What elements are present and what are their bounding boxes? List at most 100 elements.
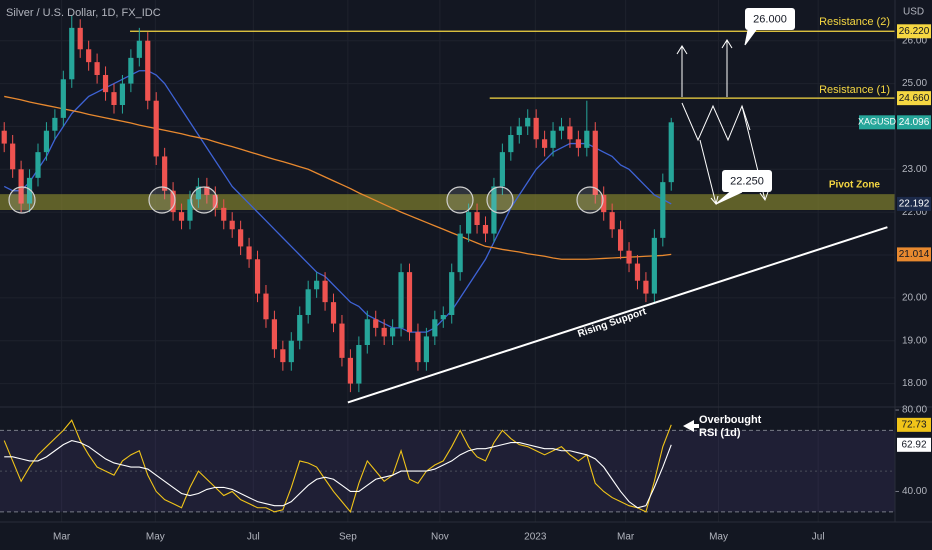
- candle-body: [643, 280, 649, 294]
- touch-circle: [148, 186, 176, 214]
- candle-body: [373, 319, 379, 328]
- callout-pointer: [744, 29, 757, 46]
- candle-body: [347, 357, 354, 384]
- rsi-tag-box: [897, 417, 931, 432]
- rsi-tick-label: 40.00: [902, 486, 927, 497]
- y-tick-label: 23.00: [902, 164, 927, 175]
- candle-body: [314, 280, 320, 290]
- candle-body: [229, 220, 235, 230]
- candle-body: [617, 229, 624, 251]
- x-tick-label: 2023: [524, 532, 547, 543]
- candle-body: [525, 117, 531, 127]
- symbol: XAGUSD: [858, 117, 897, 127]
- candle-body: [145, 40, 151, 101]
- y-tick-label: 22.00: [902, 207, 927, 218]
- y-tick-label: 26.00: [902, 35, 927, 46]
- candle-body: [119, 83, 126, 105]
- candle-body: [280, 349, 286, 363]
- rsi-label: RSI (1d): [699, 427, 741, 439]
- candle-body: [440, 315, 446, 320]
- candle-body: [668, 122, 674, 183]
- candle-body: [170, 190, 176, 213]
- candle-body: [322, 280, 328, 303]
- moving-average: [3, 70, 672, 333]
- rsi-note: Overbought: [699, 414, 762, 426]
- rsi-panel: [0, 409, 899, 513]
- overbought-arrow: [683, 420, 699, 432]
- candle-body: [432, 319, 438, 337]
- candle-body: [178, 212, 185, 221]
- candle-body: [246, 246, 252, 260]
- candle-body: [584, 130, 590, 148]
- candle-body: [567, 126, 573, 140]
- x-tick-label: Sep: [339, 532, 357, 543]
- candle-body: [474, 212, 480, 225]
- candle-body: [634, 263, 641, 281]
- candle-body: [94, 62, 100, 75]
- rsi-ma: [4, 439, 672, 509]
- level-label: Resistance (1): [819, 84, 890, 96]
- ma-tag: 22.192: [899, 199, 930, 210]
- candle-body: [609, 212, 615, 230]
- candle-body: [626, 250, 632, 264]
- zone-label: Pivot Zone: [829, 180, 881, 191]
- candle-body: [423, 336, 429, 363]
- level-tag: 24.660: [899, 93, 930, 104]
- level-tag-box: [897, 24, 931, 39]
- touch-circle: [486, 186, 514, 214]
- candle-body: [516, 126, 522, 135]
- candle-body: [651, 237, 657, 294]
- candle-body: [35, 152, 41, 178]
- candle-body: [187, 199, 193, 221]
- level-tag: 26.220: [899, 26, 930, 37]
- y-tick-label: 19.00: [902, 335, 927, 346]
- candle-body: [466, 212, 472, 234]
- y-tick-label: 18.00: [902, 378, 927, 389]
- symbol-box: [859, 115, 895, 130]
- plot: [1, 15, 895, 404]
- candle-body: [356, 345, 362, 384]
- callout-box: [745, 8, 795, 30]
- candle-body: [263, 293, 269, 320]
- touch-circle: [576, 186, 604, 214]
- y-tick-label: 25.00: [902, 78, 927, 89]
- touch-circle: [190, 186, 218, 214]
- candle-body: [10, 143, 16, 170]
- candle-body: [162, 156, 168, 191]
- callout-label: 26.000: [753, 13, 787, 25]
- candle-body: [254, 259, 261, 294]
- callout-label: 22.250: [730, 175, 764, 187]
- ma-tag-box: [897, 247, 931, 262]
- x-tick-label: May: [146, 532, 165, 543]
- candle-body: [271, 319, 278, 350]
- arrow-up: [676, 45, 688, 97]
- level-label: Resistance (2): [819, 16, 890, 28]
- candle-body: [339, 323, 345, 358]
- candle-body: [558, 126, 565, 131]
- candle-body: [660, 182, 666, 238]
- axes: 18.0019.0020.0021.0022.0023.0024.0025.00…: [53, 24, 931, 543]
- candle-body: [43, 130, 50, 153]
- touch-circle: [8, 186, 36, 214]
- level-tag-box: [897, 91, 931, 106]
- candle-body: [297, 315, 303, 341]
- x-tick-label: Mar: [617, 532, 635, 543]
- ma-tag: 21.014: [899, 249, 930, 260]
- candle-body: [533, 117, 539, 140]
- y-tick-label: 20.00: [902, 292, 927, 303]
- candle-body: [1, 130, 7, 144]
- x-tick-label: Mar: [53, 532, 71, 543]
- candle-body: [204, 186, 210, 195]
- candle-body: [499, 152, 505, 187]
- candle-body: [550, 130, 556, 148]
- x-tick-label: Jul: [812, 532, 825, 543]
- candle-body: [60, 79, 66, 118]
- candle-body: [330, 302, 337, 324]
- candle-body: [128, 57, 134, 84]
- candle-body: [102, 75, 109, 93]
- arrow-up: [721, 39, 733, 97]
- candle-body: [288, 340, 294, 363]
- candle-body: [18, 169, 24, 204]
- candle-body: [406, 272, 413, 333]
